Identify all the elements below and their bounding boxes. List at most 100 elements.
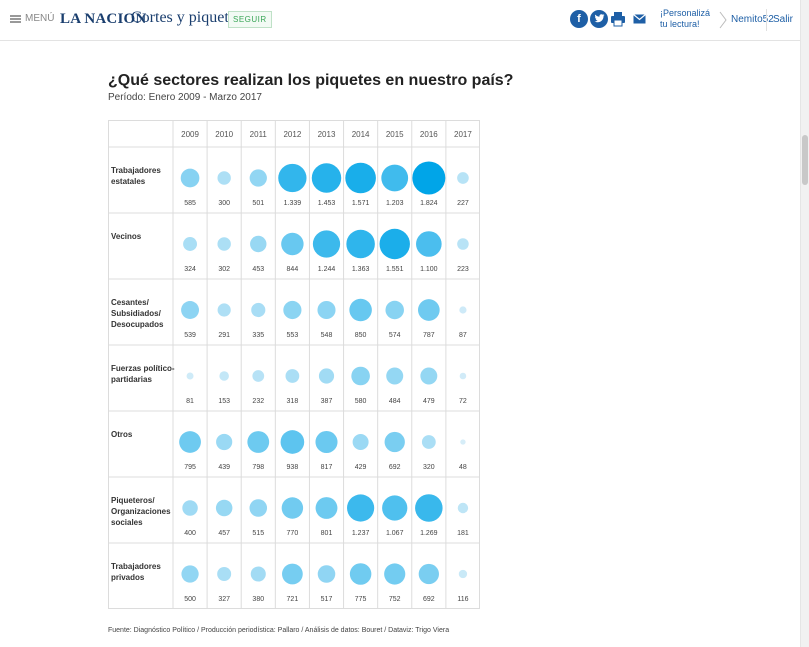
bubble	[312, 230, 341, 258]
bubble	[418, 563, 439, 585]
site-logo[interactable]: LA NACION	[60, 11, 147, 27]
value-label: 335	[252, 332, 264, 339]
bubble	[457, 172, 469, 184]
value-label: 453	[252, 266, 264, 273]
top-bar: MENÚ LA NACION Cortes y piquetes SEGUIR …	[0, 0, 801, 41]
row-label: Trabajadores	[111, 166, 161, 175]
bubble	[457, 502, 469, 514]
user-name-link[interactable]: Nemito52	[731, 14, 774, 25]
year-header: 2013	[318, 130, 336, 139]
year-header: 2010	[215, 130, 233, 139]
value-label: 770	[287, 530, 299, 537]
facebook-icon[interactable]: f	[570, 10, 588, 28]
menu-label: MENÚ	[25, 13, 55, 24]
value-label: 318	[287, 398, 299, 405]
personalize-link[interactable]: ¡Personalizá tu lectura!	[660, 8, 711, 29]
value-label: 1.824	[420, 200, 438, 207]
value-label: 938	[287, 464, 299, 471]
value-label: 850	[355, 332, 367, 339]
twitter-icon[interactable]	[590, 10, 608, 28]
value-label: 1.203	[386, 200, 404, 207]
bubble	[382, 495, 408, 521]
bubble	[217, 171, 231, 185]
year-header: 2014	[352, 130, 370, 139]
print-icon[interactable]	[611, 11, 625, 27]
chart-title: ¿Qué sectores realizan los piquetes en n…	[108, 72, 514, 89]
row-label: Cesantes/	[111, 298, 150, 307]
value-label: 580	[355, 398, 367, 405]
value-label: 320	[423, 464, 435, 471]
bubble	[379, 228, 410, 260]
bubble	[460, 439, 466, 445]
bubble	[412, 161, 446, 195]
bubble	[251, 302, 266, 318]
value-label: 787	[423, 332, 435, 339]
value-label: 548	[321, 332, 333, 339]
bubble	[311, 163, 342, 193]
value-label: 87	[459, 332, 467, 339]
row-label: Trabajadores	[111, 562, 161, 571]
value-label: 517	[321, 596, 333, 603]
row-label: Fuerzas político-	[111, 364, 175, 373]
bubble-chart: 2009 2010 2011 2012 2013 2014 2015 2016 2017 Trab…	[108, 120, 480, 609]
value-label: 692	[423, 596, 435, 603]
mail-icon[interactable]	[633, 14, 646, 24]
value-label: 817	[321, 464, 333, 471]
row-label: Organizaciones	[111, 507, 171, 516]
bubble	[315, 497, 338, 519]
bubble	[250, 235, 267, 253]
value-label: 153	[218, 398, 230, 405]
bubble	[215, 499, 233, 517]
bubble	[315, 430, 338, 454]
section-title[interactable]: Cortes y piquetes	[131, 9, 243, 26]
year-header: 2009	[181, 130, 199, 139]
scrollbar-thumb[interactable]	[802, 135, 808, 185]
bubble	[347, 494, 375, 522]
value-label: 574	[389, 332, 401, 339]
bubble	[247, 431, 270, 453]
value-label: 1.551	[386, 266, 404, 273]
bubble	[278, 163, 307, 193]
chart-subtitle: Período: Enero 2009 - Marzo 2017	[108, 92, 262, 103]
page-scrollbar[interactable]	[800, 0, 809, 647]
bubble	[349, 298, 372, 322]
value-label: 844	[287, 266, 299, 273]
bubble	[352, 434, 369, 450]
value-label: 81	[186, 398, 194, 405]
bubble	[180, 168, 200, 188]
bubble	[186, 372, 194, 380]
bubble	[280, 430, 305, 454]
value-label: 1.100	[420, 266, 438, 273]
value-label: 48	[459, 464, 467, 471]
row-label: Desocupados	[111, 320, 164, 329]
bubble	[182, 500, 198, 516]
value-label: 380	[252, 596, 264, 603]
value-label: 484	[389, 398, 401, 405]
bubble	[217, 303, 231, 317]
logout-link[interactable]: Salir	[773, 14, 794, 25]
year-header: 2011	[250, 130, 268, 139]
bubble	[183, 237, 198, 251]
value-label: 515	[252, 530, 264, 537]
value-label: 429	[355, 464, 367, 471]
follow-button[interactable]: SEGUIR	[228, 11, 272, 28]
bubble	[384, 563, 406, 585]
row-label: Subsidiados/	[111, 309, 162, 318]
bubble	[459, 306, 467, 314]
bubble	[219, 371, 229, 381]
bubble	[317, 300, 336, 320]
value-label: 1.269	[420, 530, 438, 537]
bubble	[249, 499, 268, 517]
value-label: 585	[184, 200, 196, 207]
menu-button[interactable]: MENÚ	[10, 13, 54, 24]
bubble	[216, 433, 233, 451]
value-label: 457	[218, 530, 230, 537]
hamburger-icon	[10, 14, 21, 23]
bubble	[351, 366, 370, 386]
chevron-right-icon	[719, 11, 727, 29]
value-label: 387	[321, 398, 333, 405]
value-label: 1.363	[352, 266, 370, 273]
bubble	[281, 497, 304, 519]
bubble	[252, 370, 265, 382]
value-label: 801	[321, 530, 333, 537]
